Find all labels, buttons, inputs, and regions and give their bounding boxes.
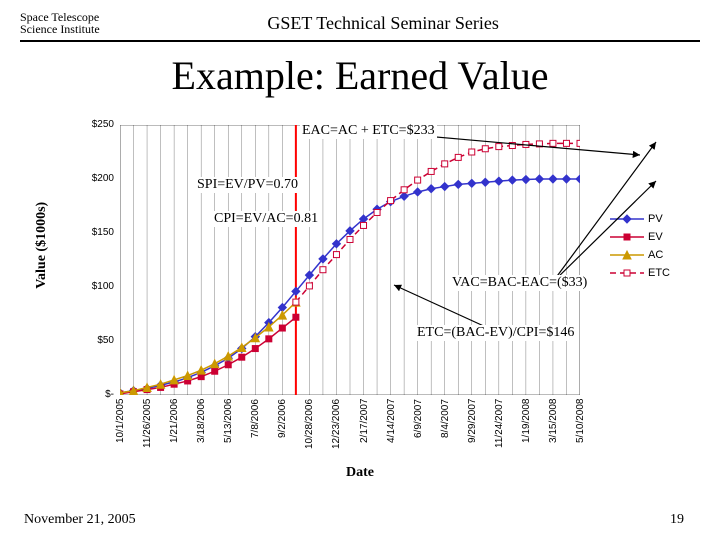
annotation: CPI=EV/AC=0.81 [212, 211, 320, 227]
legend-label: PV [648, 213, 663, 225]
footer-page: 19 [670, 512, 684, 528]
legend-label: AC [648, 249, 663, 261]
xtick: 4/14/2007 [386, 399, 397, 459]
footer-date: November 21, 2005 [24, 512, 136, 528]
legend-label: EV [648, 231, 663, 243]
xtick: 12/23/2006 [331, 399, 342, 459]
legend-item: ETC [610, 264, 680, 282]
xtick: 10/1/2005 [115, 399, 126, 459]
legend-item: AC [610, 246, 680, 264]
xtick: 9/29/2007 [467, 399, 478, 459]
y-axis-label: Value ($1000s) [34, 202, 50, 289]
plot-area [120, 125, 580, 395]
ytick: $250 [92, 119, 114, 130]
slide-header: Space Telescope Science Institute GSET T… [20, 6, 700, 42]
xtick: 1/19/2008 [521, 399, 532, 459]
legend-label: ETC [648, 267, 670, 279]
ytick: $150 [92, 227, 114, 238]
plot-svg [120, 125, 580, 395]
xtick: 11/24/2007 [494, 399, 505, 459]
xtick: 7/8/2006 [250, 399, 261, 459]
xtick: 5/10/2008 [575, 399, 586, 459]
annotation: ETC=(BAC-EV)/CPI=$146 [415, 325, 576, 341]
annotation: VAC=BAC-EAC=($33) [450, 275, 589, 291]
legend-item: PV [610, 210, 680, 228]
xtick: 11/26/2005 [142, 399, 153, 459]
xtick: 3/15/2008 [548, 399, 559, 459]
xtick: 3/18/2006 [196, 399, 207, 459]
xtick: 8/4/2007 [440, 399, 451, 459]
legend: PV EV AC ETC [610, 210, 680, 282]
xtick: 2/17/2007 [359, 399, 370, 459]
xtick: 5/13/2006 [223, 399, 234, 459]
xtick: 9/2/2006 [277, 399, 288, 459]
annotation: SPI=EV/PV=0.70 [195, 177, 300, 193]
ytick: $100 [92, 281, 114, 292]
ytick: $- [105, 389, 114, 400]
header-series: GSET Technical Seminar Series [267, 13, 499, 34]
xtick: 6/9/2007 [413, 399, 424, 459]
annotation: EAC=AC + ETC=$233 [300, 123, 437, 139]
ytick: $50 [97, 335, 114, 346]
ytick: $200 [92, 173, 114, 184]
xtick: 10/28/2006 [304, 399, 315, 459]
x-axis-label: Date [40, 465, 680, 481]
slide-title: Example: Earned Value [0, 52, 720, 99]
ev-chart: Value ($1000s) Date $-$50$100$150$200$25… [40, 115, 680, 485]
legend-item: EV [610, 228, 680, 246]
institution: Space Telescope Science Institute [20, 11, 100, 35]
xtick: 1/21/2006 [169, 399, 180, 459]
